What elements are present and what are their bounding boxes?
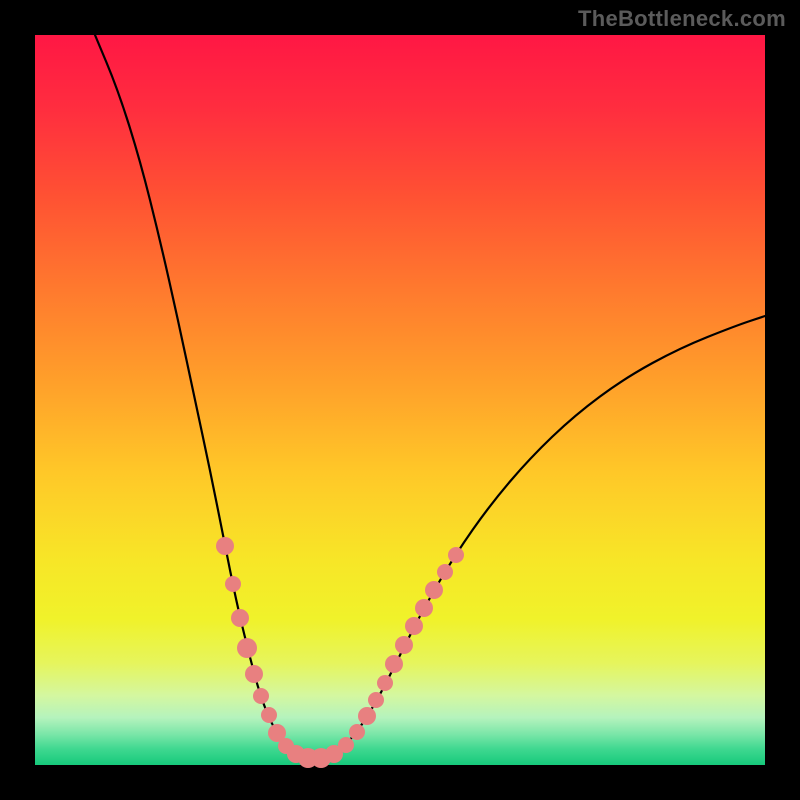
chart-svg [0, 0, 800, 800]
data-dot [405, 617, 423, 635]
data-dot [245, 665, 263, 683]
data-dot [448, 547, 464, 563]
data-dot [216, 537, 234, 555]
data-dot [349, 724, 365, 740]
data-dot [261, 707, 277, 723]
data-dot [237, 638, 257, 658]
data-dot [377, 675, 393, 691]
data-dot [437, 564, 453, 580]
data-dot [415, 599, 433, 617]
data-dot [231, 609, 249, 627]
data-dot [253, 688, 269, 704]
data-dot [225, 576, 241, 592]
data-dot [425, 581, 443, 599]
data-dot [385, 655, 403, 673]
data-dot [358, 707, 376, 725]
data-dot [338, 737, 354, 753]
data-dot [395, 636, 413, 654]
chart-stage: TheBottleneck.com [0, 0, 800, 800]
data-dot [368, 692, 384, 708]
